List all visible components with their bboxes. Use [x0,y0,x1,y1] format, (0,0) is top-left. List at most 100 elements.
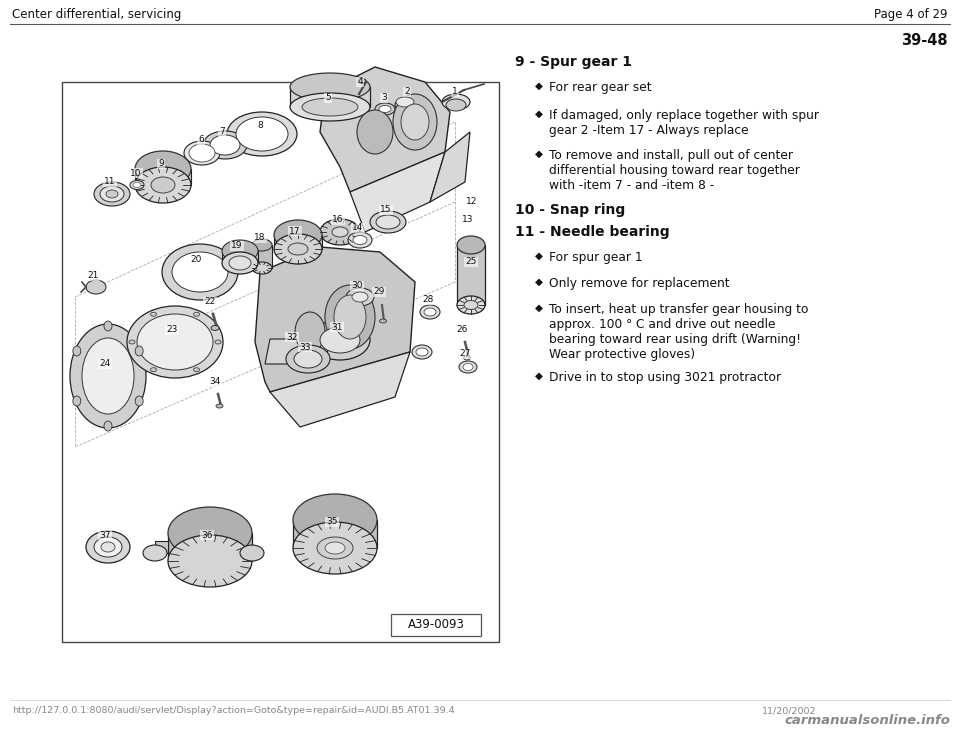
Ellipse shape [82,338,134,414]
Text: For spur gear 1: For spur gear 1 [549,251,642,264]
Text: 34: 34 [209,378,221,387]
Ellipse shape [379,319,387,323]
Ellipse shape [294,350,322,368]
Text: 33: 33 [300,343,311,352]
Text: 6: 6 [198,136,204,145]
Ellipse shape [334,295,366,339]
Ellipse shape [222,252,258,274]
Text: ◆: ◆ [535,371,543,381]
Ellipse shape [73,396,81,406]
Ellipse shape [252,239,272,251]
Text: For rear gear set: For rear gear set [549,81,652,94]
Polygon shape [155,541,168,553]
Ellipse shape [379,105,391,113]
Ellipse shape [194,368,200,372]
Ellipse shape [325,542,345,554]
Ellipse shape [310,320,370,360]
Ellipse shape [236,117,288,151]
Text: ◆: ◆ [535,109,543,119]
Ellipse shape [101,542,115,552]
Polygon shape [135,169,191,185]
Text: 29: 29 [373,287,385,297]
Ellipse shape [370,211,406,233]
Text: Only remove for replacement: Only remove for replacement [549,277,730,290]
Ellipse shape [442,94,470,110]
Text: carmanualsonline.info: carmanualsonline.info [784,714,950,727]
Text: 11 - Needle bearing: 11 - Needle bearing [515,225,670,239]
Ellipse shape [229,256,251,270]
Ellipse shape [168,507,252,559]
Ellipse shape [104,421,112,431]
Polygon shape [252,245,272,268]
Ellipse shape [151,312,156,316]
Ellipse shape [274,220,322,250]
Text: 23: 23 [166,326,178,335]
Polygon shape [274,235,322,249]
Ellipse shape [133,183,141,188]
Ellipse shape [457,296,485,314]
Ellipse shape [446,99,466,111]
Polygon shape [290,87,370,107]
Ellipse shape [375,103,395,115]
Ellipse shape [412,345,432,359]
Ellipse shape [184,141,220,165]
Text: 10 - Snap ring: 10 - Snap ring [515,203,625,217]
Ellipse shape [302,98,358,116]
Ellipse shape [70,324,146,428]
Text: 1: 1 [452,88,458,96]
Text: 3: 3 [381,93,387,102]
Ellipse shape [416,348,428,356]
Text: 8: 8 [257,120,263,130]
Ellipse shape [424,308,436,316]
Ellipse shape [290,73,370,101]
Polygon shape [430,132,470,202]
Text: 39-48: 39-48 [901,33,948,48]
Ellipse shape [143,545,167,561]
Text: ◆: ◆ [535,81,543,91]
Polygon shape [457,245,485,305]
Ellipse shape [162,244,238,300]
Text: 20: 20 [190,255,202,264]
Ellipse shape [293,522,377,574]
Ellipse shape [86,531,130,563]
Ellipse shape [320,219,360,245]
Ellipse shape [86,280,106,294]
Text: 9 - Spur gear 1: 9 - Spur gear 1 [515,55,632,69]
Ellipse shape [216,404,223,408]
Text: 7: 7 [219,128,225,137]
Text: 32: 32 [286,332,298,341]
Ellipse shape [290,93,370,121]
Ellipse shape [320,327,360,353]
Text: 17: 17 [289,226,300,235]
Polygon shape [270,352,410,427]
Polygon shape [293,520,377,548]
Ellipse shape [168,535,252,587]
Ellipse shape [393,94,437,150]
Ellipse shape [463,364,473,370]
Ellipse shape [151,368,156,372]
Text: 18: 18 [254,234,266,243]
Ellipse shape [215,340,221,344]
Text: If damaged, only replace together with spur
gear 2 -Item 17 - Always replace: If damaged, only replace together with s… [549,109,819,137]
Text: ◆: ◆ [535,251,543,261]
Text: Page 4 of 29: Page 4 of 29 [875,8,948,21]
Text: 13: 13 [463,215,473,225]
Text: 30: 30 [351,281,363,291]
Text: 4: 4 [357,77,363,87]
Text: To remove and install, pull out of center
differential housing toward rear toget: To remove and install, pull out of cente… [549,149,800,192]
Ellipse shape [464,301,478,309]
Text: 9: 9 [158,160,164,168]
Ellipse shape [420,305,440,319]
Ellipse shape [135,396,143,406]
Ellipse shape [396,97,414,107]
Ellipse shape [358,79,366,84]
Ellipse shape [194,312,200,316]
Ellipse shape [172,252,228,292]
Ellipse shape [401,104,429,140]
Text: 31: 31 [331,323,343,332]
Text: 26: 26 [456,324,468,333]
Text: ◆: ◆ [535,149,543,159]
Ellipse shape [104,321,112,331]
Ellipse shape [100,186,124,202]
Ellipse shape [189,144,215,162]
